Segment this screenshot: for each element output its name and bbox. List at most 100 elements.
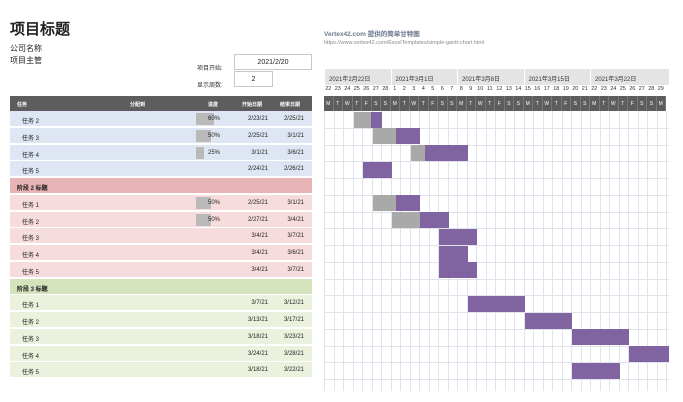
- day-of-week: M: [457, 96, 467, 111]
- day-number: 4: [421, 86, 425, 92]
- gantt-bar[interactable]: [420, 212, 449, 228]
- task-row[interactable]: 任务 5 3/18/21 3/22/21: [10, 362, 312, 379]
- start-date: 3/1/21: [251, 149, 268, 156]
- end-date: 3/1/21: [287, 199, 304, 206]
- task-row[interactable]: 任务 2 3/13/21 3/17/21: [10, 312, 312, 328]
- task-name: 任务 1: [22, 202, 40, 209]
- gantt-grid: [324, 111, 669, 391]
- header-assigned: 分配到: [130, 102, 146, 108]
- grid-vline: [504, 111, 506, 391]
- week-label: 2021年3月15日: [523, 69, 591, 85]
- gantt-bar[interactable]: [439, 228, 477, 245]
- day-number: 14: [515, 86, 522, 92]
- end-date: 3/12/21: [283, 300, 304, 307]
- grid-hline: [324, 161, 669, 163]
- gantt-bar-complete[interactable]: [372, 128, 397, 145]
- day-of-week: S: [647, 96, 657, 111]
- task-row[interactable]: 任务 4 25% 3/1/21 3/6/21: [10, 144, 312, 161]
- day-number: 20: [572, 86, 579, 92]
- task-row[interactable]: 任务 2 50% 2/27/21 3/4/21: [10, 211, 312, 228]
- task-row[interactable]: 任务 3 3/18/21 3/23/21: [10, 328, 312, 345]
- day-number: 28: [382, 86, 389, 92]
- progress-value: 50%: [208, 132, 221, 139]
- grid-vline: [542, 111, 544, 391]
- task-name: 任务 3: [22, 236, 40, 243]
- task-row[interactable]: 任务 4 3/24/21 3/28/21: [10, 345, 312, 362]
- day-number: 24: [344, 86, 351, 92]
- day-number: 16: [534, 86, 541, 92]
- project-start-input[interactable]: 2021/2/20: [234, 54, 312, 70]
- task-row[interactable]: 任务 5 2/24/21 2/26/21: [10, 161, 312, 178]
- template-url[interactable]: https://www.vertex42.com/ExcelTemplates/…: [324, 40, 485, 46]
- grid-vline: [571, 111, 572, 391]
- task-row[interactable]: 任务 2 60% 2/23/21 2/25/21: [10, 111, 312, 127]
- progress-value: 60%: [208, 116, 221, 122]
- day-number: 9: [469, 86, 473, 92]
- start-date: 2/27/21: [247, 216, 268, 223]
- task-row[interactable]: 任务 1 3/7/21 3/12/21: [10, 295, 312, 312]
- company-name: 公司名称: [10, 44, 42, 53]
- day-number: 5: [431, 86, 435, 92]
- day-of-week: M: [390, 96, 400, 111]
- gantt-bar-complete[interactable]: [353, 111, 371, 128]
- grid-vline: [381, 111, 382, 391]
- day-number: 27: [638, 86, 645, 92]
- day-of-week: S: [504, 96, 514, 111]
- task-row[interactable]: 任务 5 3/4/21 3/7/21: [10, 261, 312, 278]
- day-number: 19: [562, 86, 569, 92]
- grid-hline: [324, 362, 669, 364]
- gantt-bar[interactable]: [363, 161, 392, 178]
- task-name: 任务 5: [22, 370, 40, 377]
- gantt-bar[interactable]: [424, 145, 468, 161]
- task-row[interactable]: 任务 3 50% 2/25/21 3/1/21: [10, 127, 312, 144]
- grid-vline: [333, 111, 335, 391]
- phase-row[interactable]: 阶段 3 标题: [10, 278, 312, 295]
- end-date: 3/4/21: [287, 216, 304, 223]
- gantt-bar[interactable]: [370, 111, 382, 128]
- gantt-bar[interactable]: [467, 295, 525, 312]
- gantt-bar[interactable]: [572, 329, 629, 346]
- gantt-bar[interactable]: [524, 312, 572, 329]
- header-task: 任务: [17, 102, 28, 108]
- gantt-bar-complete[interactable]: [372, 195, 397, 212]
- week-label: 2021年3月1日: [390, 69, 458, 85]
- gantt-bar[interactable]: [396, 195, 420, 212]
- day-number: 6: [440, 86, 444, 92]
- day-number: 17: [543, 86, 550, 92]
- grid-vline: [552, 111, 553, 391]
- task-name: 任务 2: [22, 320, 40, 326]
- day-of-week: T: [618, 96, 628, 111]
- grid-hline: [324, 278, 669, 280]
- task-row[interactable]: 任务 4 3/4/21 3/6/21: [10, 245, 312, 261]
- day-number: 10: [477, 86, 484, 92]
- gantt-bar[interactable]: [396, 128, 420, 145]
- grid-vline: [476, 111, 477, 391]
- gantt-bar[interactable]: [439, 262, 477, 279]
- day-number: 22: [591, 86, 598, 92]
- task-row[interactable]: 任务 1 50% 2/25/21 3/1/21: [10, 194, 312, 211]
- task-table-header: 任务 分配到 进度 开始日期 结束日期: [10, 96, 312, 111]
- grid-vline: [637, 111, 639, 391]
- grid-vline: [409, 111, 411, 391]
- task-row[interactable]: 任务 3 3/4/21 3/7/21: [10, 228, 312, 245]
- day-number: 23: [334, 86, 341, 92]
- gantt-bar[interactable]: [572, 362, 620, 379]
- day-of-week: W: [542, 96, 552, 111]
- grid-hline: [324, 312, 669, 313]
- day-of-week: W: [409, 96, 419, 111]
- day-of-week: T: [400, 96, 410, 111]
- header-end: 结束日期: [280, 102, 301, 108]
- header-start: 开始日期: [242, 102, 263, 108]
- display-week-input[interactable]: 2: [234, 71, 273, 87]
- gantt-bar-complete[interactable]: [391, 212, 420, 228]
- start-date: 3/4/21: [251, 266, 268, 273]
- gantt-bar-complete[interactable]: [410, 145, 425, 161]
- phase-row[interactable]: 阶段 2 标题: [10, 178, 312, 194]
- week-row: 2021年2月22日 2021年3月1日 2021年3月8日 2021年3月15日 20…: [324, 69, 669, 85]
- progress-bar: [196, 113, 214, 125]
- gantt-bar[interactable]: [629, 346, 669, 362]
- grid-hline: [324, 345, 669, 347]
- week-label: 2021年2月22日: [324, 69, 391, 85]
- task-name: 阶段 2 标题: [17, 186, 48, 192]
- gantt-bar[interactable]: [439, 245, 468, 262]
